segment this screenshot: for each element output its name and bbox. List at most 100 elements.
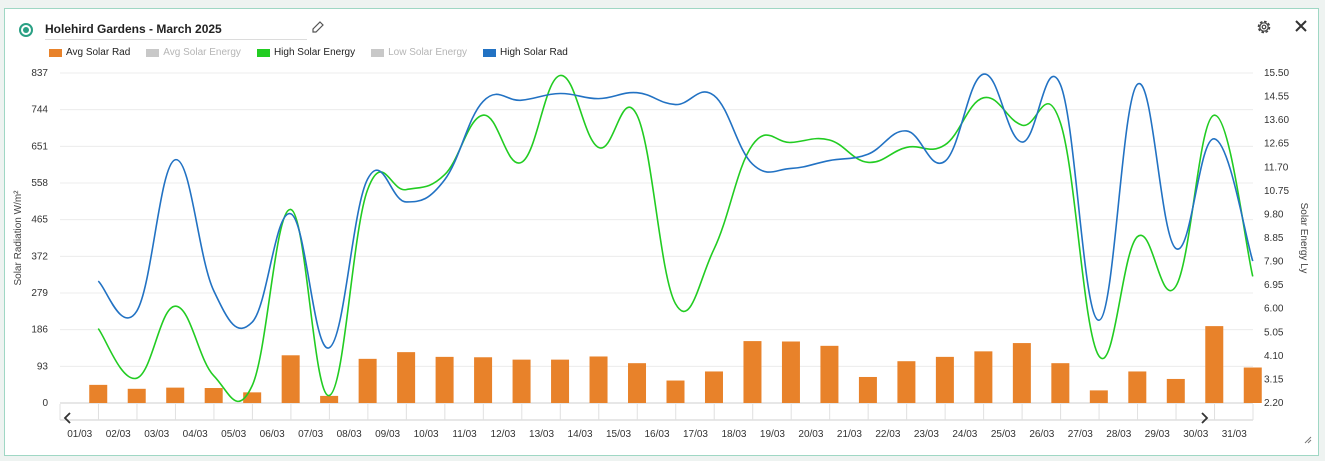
y-right-tick-label: 12.65 xyxy=(1264,139,1289,150)
bar-avg-solar-rad xyxy=(204,388,223,403)
y-left-tick-label: 372 xyxy=(31,251,48,262)
legend-item[interactable]: High Solar Energy xyxy=(256,47,356,58)
line-high-solar-energy xyxy=(97,74,1254,402)
chart-title[interactable]: Holehird Gardens - March 2025 xyxy=(45,20,307,40)
y-left-tick-label: 744 xyxy=(31,105,48,116)
x-tick-label: 09/03 xyxy=(375,429,400,440)
bar-avg-solar-rad xyxy=(474,357,493,403)
x-tick-label: 22/03 xyxy=(875,429,900,440)
legend-label: Avg Solar Energy xyxy=(163,47,241,58)
x-tick-label: 06/03 xyxy=(260,429,285,440)
y-left-tick-label: 558 xyxy=(31,178,48,189)
y-right-tick-label: 6.00 xyxy=(1264,304,1284,315)
x-tick-label: 01/03 xyxy=(67,429,92,440)
bar-avg-solar-rad xyxy=(89,384,108,403)
x-tick-label: 04/03 xyxy=(183,429,208,440)
x-tick-label: 07/03 xyxy=(298,429,323,440)
x-tick-label: 23/03 xyxy=(914,429,939,440)
y-right-tick-label: 15.50 xyxy=(1264,68,1289,79)
x-tick-label: 13/03 xyxy=(529,429,554,440)
x-tick-label: 20/03 xyxy=(798,429,823,440)
x-tick-label: 27/03 xyxy=(1068,429,1093,440)
bar-avg-solar-rad xyxy=(820,345,839,403)
close-icon[interactable] xyxy=(1293,18,1309,34)
y-right-tick-label: 3.15 xyxy=(1264,374,1284,385)
chart-panel: Holehird Gardens - March 2025 Avg Solar … xyxy=(4,8,1319,456)
gear-icon[interactable] xyxy=(1255,18,1273,36)
x-tick-label: 16/03 xyxy=(644,429,669,440)
x-tick-label: 30/03 xyxy=(1183,429,1208,440)
legend-swatch xyxy=(256,48,270,57)
bar-avg-solar-rad xyxy=(589,356,608,403)
x-tick-label: 28/03 xyxy=(1106,429,1131,440)
bar-avg-solar-rad xyxy=(628,363,647,403)
bar-avg-solar-rad xyxy=(166,387,185,403)
y-left-tick-label: 651 xyxy=(31,141,48,152)
x-tick-label: 26/03 xyxy=(1029,429,1054,440)
x-tick-label: 25/03 xyxy=(991,429,1016,440)
bar-avg-solar-rad xyxy=(127,388,146,403)
bar-avg-solar-rad xyxy=(281,355,300,403)
x-tick-label: 12/03 xyxy=(491,429,516,440)
x-tick-label: 17/03 xyxy=(683,429,708,440)
x-tick-label: 18/03 xyxy=(721,429,746,440)
bar-avg-solar-rad xyxy=(1051,363,1070,403)
chevron-right-icon[interactable] xyxy=(1197,411,1211,425)
y-left-tick-label: 186 xyxy=(31,325,48,336)
bar-avg-solar-rad xyxy=(358,358,377,403)
bar-avg-solar-rad xyxy=(1012,343,1031,403)
bar-avg-solar-rad xyxy=(897,361,916,403)
y-right-tick-label: 2.20 xyxy=(1264,398,1284,409)
x-tick-label: 24/03 xyxy=(952,429,977,440)
x-tick-label: 31/03 xyxy=(1222,429,1247,440)
status-icon xyxy=(19,23,33,37)
y-left-tick-label: 279 xyxy=(31,288,48,299)
legend-item[interactable]: Low Solar Energy xyxy=(371,47,467,58)
chevron-left-icon[interactable] xyxy=(61,411,75,425)
bar-avg-solar-rad xyxy=(666,380,685,403)
y-right-axis-title: Solar Energy Ly xyxy=(1298,203,1309,274)
y-left-axis-title: Solar Radiation W/m² xyxy=(13,190,24,286)
x-tick-label: 11/03 xyxy=(452,429,477,440)
x-tick-label: 03/03 xyxy=(144,429,169,440)
line-high-solar-rad xyxy=(97,73,1254,349)
legend-item[interactable]: Avg Solar Energy xyxy=(146,47,241,58)
legend-label: Low Solar Energy xyxy=(388,47,468,58)
bar-avg-solar-rad xyxy=(935,356,954,403)
y-right-tick-label: 5.05 xyxy=(1264,327,1284,338)
x-tick-label: 19/03 xyxy=(760,429,785,440)
title-row: Holehird Gardens - March 2025 xyxy=(19,19,307,41)
y-left-tick-label: 93 xyxy=(37,361,49,372)
x-tick-label: 10/03 xyxy=(414,429,439,440)
bar-avg-solar-rad xyxy=(320,395,339,403)
legend-swatch xyxy=(49,48,62,57)
bar-avg-solar-rad xyxy=(551,359,570,403)
bar-avg-solar-rad xyxy=(781,341,800,403)
resize-handle-icon[interactable] xyxy=(1302,434,1312,444)
y-left-tick-label: 837 xyxy=(31,68,48,79)
x-tick-label: 14/03 xyxy=(568,429,593,440)
x-tick-label: 08/03 xyxy=(337,429,362,440)
y-right-tick-label: 6.95 xyxy=(1264,280,1284,291)
bar-avg-solar-rad xyxy=(1243,367,1262,403)
y-right-tick-label: 8.85 xyxy=(1264,233,1284,244)
bar-avg-solar-rad xyxy=(1089,390,1108,403)
bar-avg-solar-rad xyxy=(435,356,454,403)
y-right-tick-label: 11.70 xyxy=(1264,162,1289,173)
legend-item[interactable]: Avg Solar Rad xyxy=(49,47,130,58)
bar-avg-solar-rad xyxy=(512,359,531,403)
bar-avg-solar-rad xyxy=(1166,378,1185,403)
legend-item[interactable]: High Solar Rad xyxy=(483,47,568,58)
x-tick-label: 21/03 xyxy=(837,429,862,440)
y-right-tick-label: 7.90 xyxy=(1264,257,1284,268)
x-tick-label: 29/03 xyxy=(1145,429,1170,440)
bar-avg-solar-rad xyxy=(243,392,262,403)
x-tick-label: 15/03 xyxy=(606,429,631,440)
y-right-tick-label: 9.80 xyxy=(1264,209,1284,220)
legend-swatch xyxy=(483,48,497,57)
legend-label: High Solar Energy xyxy=(273,47,356,58)
y-right-tick-label: 13.60 xyxy=(1264,115,1289,126)
y-right-tick-label: 4.10 xyxy=(1264,351,1284,362)
bar-avg-solar-rad xyxy=(743,341,762,403)
pencil-icon[interactable] xyxy=(311,20,325,34)
